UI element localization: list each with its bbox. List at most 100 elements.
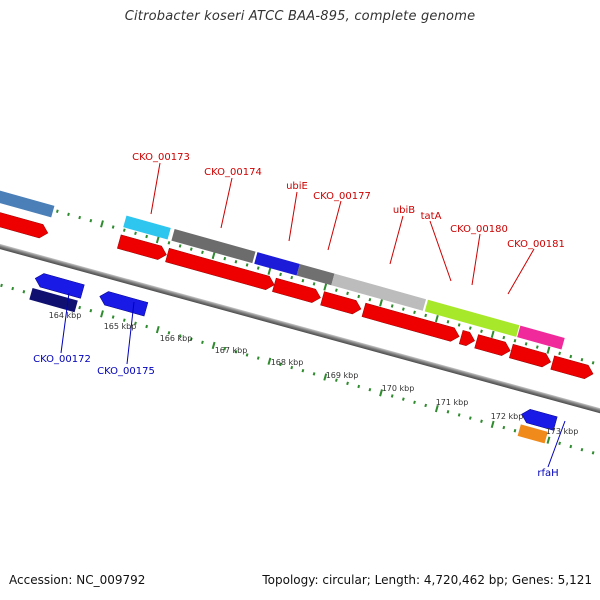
minor-tick xyxy=(424,403,428,408)
minor-tick xyxy=(122,228,126,232)
minor-tick xyxy=(89,218,93,223)
minor-tick xyxy=(134,231,137,236)
minor-tick xyxy=(558,351,561,356)
gene-label-CKO_00175[interactable]: CKO_00175 xyxy=(97,366,155,377)
major-tick xyxy=(546,436,551,444)
cds-arrow-forward[interactable] xyxy=(272,277,322,304)
major-tick xyxy=(323,373,328,381)
kbp-label: 171 kbp xyxy=(436,398,469,407)
minor-tick xyxy=(111,315,115,319)
major-tick xyxy=(267,357,272,365)
gene-label-CKO_00172[interactable]: CKO_00172 xyxy=(33,354,91,365)
kbp-label: 165 kbp xyxy=(104,322,137,331)
map-title: Citrobacter koseri ATCC BAA-895, complet… xyxy=(124,9,476,24)
gene-bar[interactable] xyxy=(296,263,335,286)
kbp-label: 166 kbp xyxy=(160,334,193,343)
gene-bar[interactable] xyxy=(171,229,256,264)
minor-tick xyxy=(368,387,372,392)
cds-arrow-reverse[interactable] xyxy=(520,407,558,431)
kbp-label: 167 kbp xyxy=(215,346,248,355)
minor-tick xyxy=(580,447,584,452)
gene-label-ubiB[interactable]: ubiB xyxy=(393,205,415,216)
gene-bar[interactable] xyxy=(424,299,520,337)
gene-label-ubiE[interactable]: ubiE xyxy=(286,181,308,192)
cds-arrow-forward[interactable] xyxy=(361,302,461,343)
major-tick xyxy=(434,314,439,323)
minor-tick xyxy=(357,294,361,299)
minor-tick xyxy=(591,361,595,365)
minor-tick xyxy=(279,272,282,277)
gene-bar[interactable] xyxy=(517,424,548,444)
minor-tick xyxy=(312,372,316,376)
gene-bar[interactable] xyxy=(123,215,171,240)
major-tick xyxy=(323,283,328,291)
minor-tick xyxy=(78,305,82,310)
major-tick xyxy=(434,404,439,413)
outer-ticks xyxy=(0,193,595,365)
major-tick xyxy=(211,251,216,260)
cds-arrow-forward[interactable] xyxy=(165,247,276,291)
minor-tick xyxy=(178,334,182,338)
minor-tick xyxy=(401,307,405,311)
gene-bar[interactable] xyxy=(0,188,55,218)
cds-arrow-forward[interactable] xyxy=(474,334,512,358)
cds-arrow-forward[interactable] xyxy=(320,291,363,316)
minor-tick xyxy=(468,326,472,330)
minor-tick xyxy=(346,381,349,386)
gene-label-CKO_00173[interactable]: CKO_00173 xyxy=(132,152,190,163)
minor-tick xyxy=(413,400,416,405)
major-tick xyxy=(379,299,383,307)
gene-label-CKO_00181[interactable]: CKO_00181 xyxy=(507,239,565,250)
minor-tick xyxy=(502,425,506,430)
minor-tick xyxy=(279,362,282,367)
cds-arrow-forward[interactable] xyxy=(117,234,168,262)
feature-track xyxy=(0,188,595,444)
gene-bar[interactable] xyxy=(29,287,78,313)
minor-tick xyxy=(167,241,171,245)
major-tick xyxy=(100,310,104,318)
cds-arrow-forward[interactable] xyxy=(550,355,595,381)
topology-text: Topology: circular; Length: 4,720,462 bp… xyxy=(262,573,592,587)
gene-bar[interactable] xyxy=(254,252,300,276)
minor-tick xyxy=(357,384,361,389)
minor-tick xyxy=(480,329,483,333)
minor-tick xyxy=(424,313,428,318)
cds-arrow-reverse[interactable] xyxy=(33,272,85,299)
gene-label-CKO_00180[interactable]: CKO_00180 xyxy=(450,224,508,235)
major-tick xyxy=(100,220,104,228)
cds-arrow-forward[interactable] xyxy=(0,208,50,240)
minor-tick xyxy=(201,250,204,255)
minor-tick xyxy=(480,419,483,423)
cds-arrow-forward[interactable] xyxy=(509,343,552,369)
gene-label-CKO_00177[interactable]: CKO_00177 xyxy=(313,191,371,202)
gene-bar[interactable] xyxy=(331,273,427,311)
minor-tick xyxy=(234,260,238,264)
cds-arrow-forward[interactable] xyxy=(458,330,476,347)
minor-tick xyxy=(290,365,294,370)
gene-label-CKO_00174[interactable]: CKO_00174 xyxy=(204,167,262,178)
minor-tick xyxy=(335,378,338,382)
kbp-label: 164 kbp xyxy=(49,311,82,320)
minor-tick xyxy=(301,278,305,283)
minor-tick xyxy=(457,413,461,417)
minor-tick xyxy=(535,345,539,349)
minor-tick xyxy=(189,247,193,251)
kbp-label: 168 kbp xyxy=(271,358,304,367)
gene-bar[interactable] xyxy=(517,325,565,350)
minor-tick xyxy=(201,340,204,345)
minor-tick xyxy=(513,339,517,343)
kbp-label: 170 kbp xyxy=(382,384,415,393)
kbp-label: 173 kbp xyxy=(546,427,579,436)
inner-ticks xyxy=(0,283,595,455)
minor-tick xyxy=(189,337,193,341)
minor-tick xyxy=(401,397,405,401)
minor-tick xyxy=(0,283,3,288)
gene-label-rfaH[interactable]: rfaH xyxy=(537,468,558,479)
cds-arrow-reverse[interactable] xyxy=(98,290,149,317)
gene-label-tatA[interactable]: tatA xyxy=(421,211,442,222)
minor-tick xyxy=(390,394,394,398)
minor-tick xyxy=(569,444,573,449)
major-tick xyxy=(267,267,272,275)
minor-tick xyxy=(591,451,595,455)
